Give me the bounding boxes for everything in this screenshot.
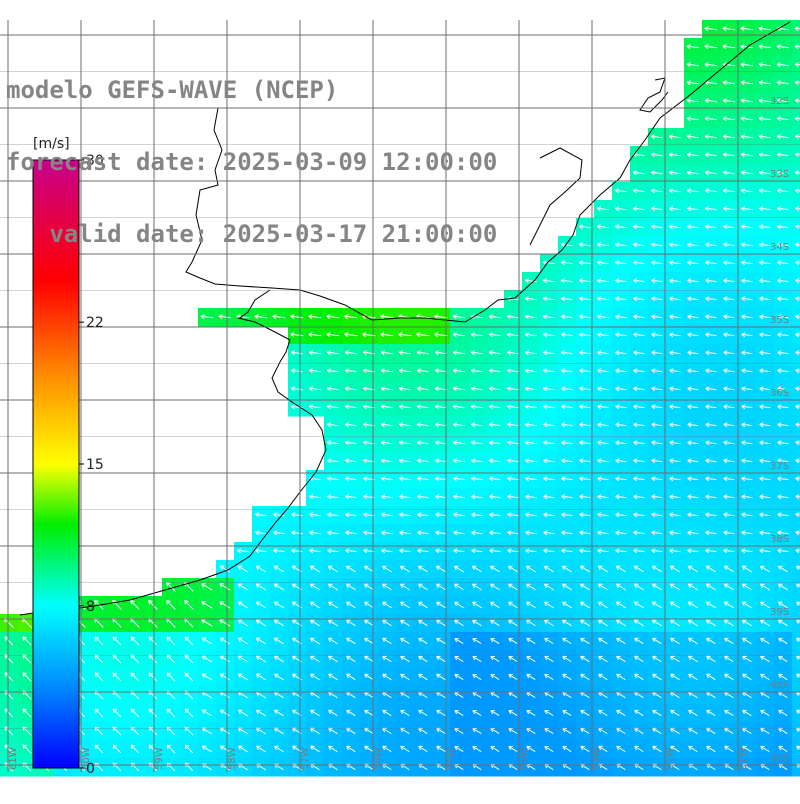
colorbar-tick-label: 22 (86, 315, 104, 331)
lat-label: 41S (770, 753, 789, 764)
wind-cell (792, 740, 800, 759)
lat-label: 36S (770, 388, 789, 399)
lat-label: 40S (770, 680, 789, 691)
lat-label: 33S (770, 169, 789, 180)
lon-label: 52W (665, 747, 676, 770)
lon-label: 51W (738, 747, 749, 770)
colorbar-tick-label: 15 (86, 457, 104, 473)
wind-cell (792, 452, 800, 471)
wind-cell (792, 704, 800, 723)
wind-cell (792, 614, 800, 633)
lon-label: 56W (373, 747, 384, 770)
wind-cell (792, 722, 800, 741)
title-forecast-date: forecast date: 2025-03-09 12:00:00 (6, 150, 497, 174)
wind-cell (792, 650, 800, 669)
lon-label: 55W (446, 747, 457, 770)
lagoon-outline (640, 78, 668, 112)
lon-label: 53W (592, 747, 603, 770)
lon-label: 58W (227, 747, 238, 770)
wind-cell (792, 668, 800, 687)
lon-label: 54W (519, 747, 530, 770)
lat-label: 39S (770, 607, 789, 618)
lat-label: 37S (770, 461, 789, 472)
wind-cell (792, 524, 800, 543)
wind-cell (792, 758, 800, 777)
lat-label: 32S (770, 96, 789, 107)
lat-label: 38S (770, 534, 789, 545)
colorbar-tick-label: 0 (86, 761, 95, 777)
wind-cell (792, 632, 800, 651)
wind-cell (792, 416, 800, 435)
wind-cell (792, 506, 800, 525)
wind-cell (792, 398, 800, 417)
wind-cell (792, 560, 800, 579)
title-valid-date: valid date: 2025-03-17 21:00:00 (6, 222, 497, 246)
lat-label: 35S (770, 315, 789, 326)
lon-label: 57W (300, 747, 311, 770)
title-model: modelo GEFS-WAVE (NCEP) (6, 78, 497, 102)
title-block: modelo GEFS-WAVE (NCEP) forecast date: 2… (6, 30, 497, 294)
wind-cell (792, 542, 800, 561)
wind-cell (792, 434, 800, 453)
wind-cell (792, 596, 800, 615)
wind-cell (792, 686, 800, 705)
wind-cell (792, 488, 800, 507)
lon-label: 61W (8, 747, 19, 770)
lat-label: 34S (770, 242, 789, 253)
colorbar-tick-label: 8 (86, 599, 95, 615)
lon-label: 59W (154, 747, 165, 770)
wind-cell (792, 578, 800, 597)
